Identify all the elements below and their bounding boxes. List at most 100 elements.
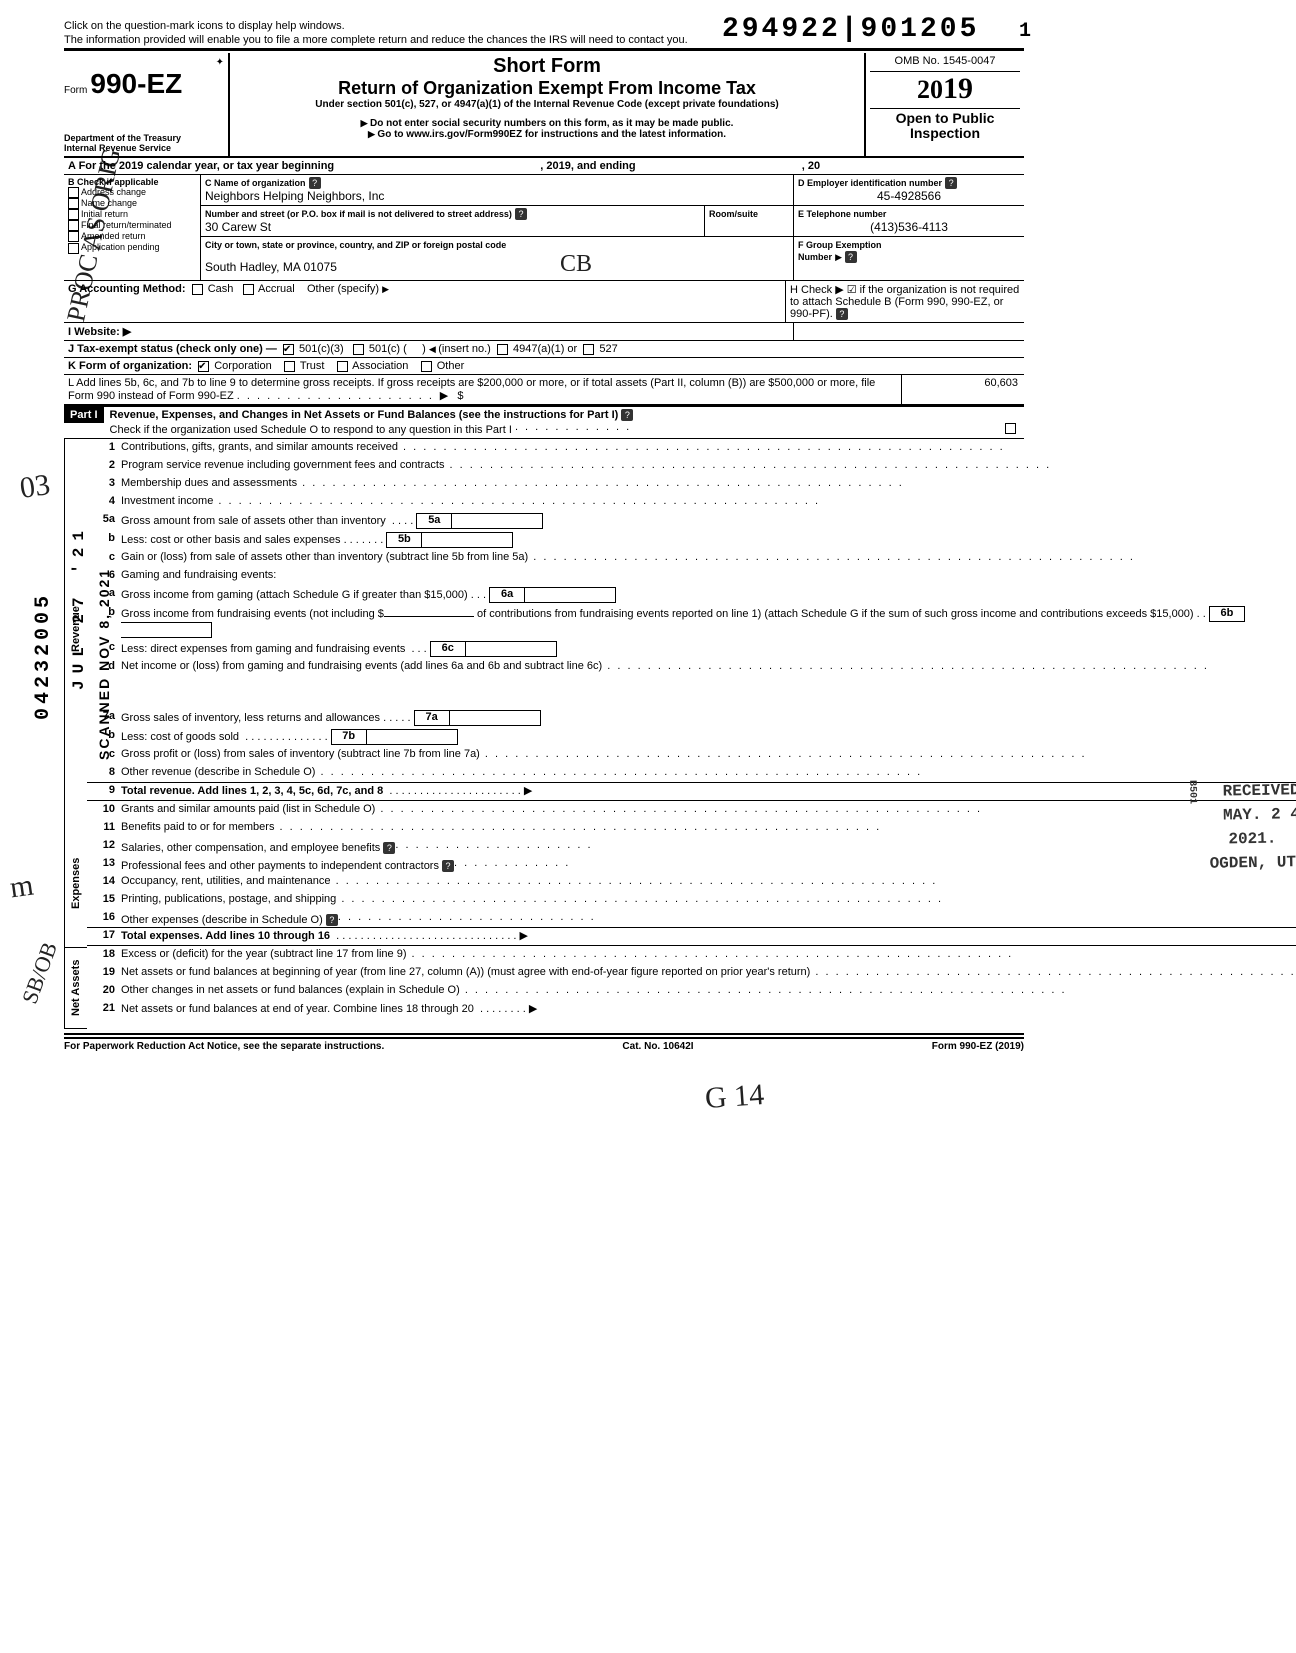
checkbox-application-pending[interactable] (68, 243, 79, 254)
box-h-text: H Check ▶ ☑ if the organization is not r… (790, 284, 1019, 320)
help-icon[interactable] (442, 860, 454, 872)
part-i-title: Revenue, Expenses, and Changes in Net As… (110, 409, 619, 421)
checkbox-accrual[interactable] (243, 284, 254, 295)
line-1: Contributions, gifts, grants, and simila… (121, 441, 1296, 453)
received-ogden-stamp: B501 RECEIVED MAY. 2 4 2021. OGDEN, UT (1184, 778, 1296, 876)
box-l-text: L Add lines 5b, 6c, and 7b to line 9 to … (68, 377, 875, 402)
line-18: Excess or (deficit) for the year (subtra… (121, 948, 1296, 960)
box-a-label: A For the 2019 calendar year, or tax yea… (68, 160, 334, 172)
part-i-heading: Part I (64, 407, 104, 423)
line-16: Other expenses (describe in Schedule O) (121, 911, 1296, 926)
instr-url: Go to www.irs.gov/Form990EZ for instruct… (377, 129, 726, 140)
handwriting-sig: SB/OB (17, 939, 63, 1008)
dln-number: 294922|901205 1 (722, 14, 1034, 45)
subtitle: Under section 501(c), 527, or 4947(a)(1)… (234, 99, 860, 110)
checkbox-final-return[interactable] (68, 220, 79, 231)
box-f-label: F Group Exemption (798, 240, 882, 250)
box-k-label: K Form of organization: (68, 360, 192, 372)
section-expenses-label: Expenses (64, 819, 87, 948)
handwriting-03: 03 (18, 468, 52, 506)
title-main: Return of Organization Exempt From Incom… (234, 78, 860, 99)
line-6b: Gross income from fundraising events (no… (121, 606, 1296, 638)
checkbox-initial-return[interactable] (68, 209, 79, 220)
checkbox-address-change[interactable] (68, 187, 79, 198)
checkbox-501c3[interactable] (283, 344, 294, 355)
line-6: Gaming and fundraising events: (121, 569, 1296, 581)
section-netassets-label: Net Assets (64, 948, 87, 1029)
footer-cat-no: Cat. No. 10642I (622, 1041, 693, 1052)
line-6a: Gross income from gaming (attach Schedul… (121, 587, 1296, 603)
help-icon[interactable] (845, 251, 857, 263)
checkbox-4947a1[interactable] (497, 344, 508, 355)
city-state-zip: South Hadley, MA 01075 (205, 260, 337, 274)
line-6c: Less: direct expenses from gaming and fu… (121, 641, 1296, 657)
footer-form: Form 990-EZ (2019) (932, 1041, 1024, 1052)
checkbox-other-org[interactable] (421, 361, 432, 372)
city-label: City or town, state or province, country… (205, 240, 506, 250)
instr-ssn: Do not enter social security numbers on … (370, 118, 733, 129)
line-19: Net assets or fund balances at beginning… (121, 966, 1296, 978)
line-13: Professional fees and other payments to … (121, 857, 1296, 872)
line-9: Total revenue. Add lines 1, 2, 3, 4, 5c,… (121, 784, 1296, 797)
ein: 45-4928566 (798, 189, 1020, 203)
footer-left: For Paperwork Reduction Act Notice, see … (64, 1041, 384, 1052)
checkbox-association[interactable] (337, 361, 348, 372)
line-4: Investment income (121, 495, 1296, 507)
line-5c: Gain or (loss) from sale of assets other… (121, 551, 1296, 563)
gross-receipts-amount: 60,603 (901, 375, 1024, 404)
tax-year: 2019 (870, 72, 1020, 109)
line-11: Benefits paid to or for members (121, 821, 1296, 833)
checkbox-name-change[interactable] (68, 198, 79, 209)
handwriting-cb: CB (560, 251, 592, 277)
line-2: Program service revenue including govern… (121, 459, 1296, 471)
line-5a: Gross amount from sale of assets other t… (121, 513, 1296, 529)
street-label: Number and street (or P.O. box if mail i… (205, 209, 512, 219)
help-icon[interactable] (621, 409, 633, 421)
help-icon[interactable] (326, 914, 338, 926)
checkbox-501c[interactable] (353, 344, 364, 355)
box-j-label: J Tax-exempt status (check only one) — (68, 343, 277, 355)
line-20: Other changes in net assets or fund bala… (121, 984, 1296, 996)
box-c-label: C Name of organization (205, 178, 306, 188)
line-7a: Gross sales of inventory, less returns a… (121, 710, 1296, 726)
line-15: Printing, publications, postage, and shi… (121, 893, 1296, 905)
line-7c: Gross profit or (loss) from sales of inv… (121, 748, 1296, 760)
line-12: Salaries, other compensation, and employ… (121, 839, 1296, 854)
line-17: Total expenses. Add lines 10 through 16 … (121, 929, 1296, 942)
box-e-label: E Telephone number (798, 209, 886, 219)
org-name: Neighbors Helping Neighbors, Inc (205, 189, 384, 203)
omb-number: OMB No. 1545-0047 (870, 55, 1020, 72)
help-icon[interactable] (945, 177, 957, 189)
checkbox-cash[interactable] (192, 284, 203, 295)
box-g-label: G Accounting Method: (68, 283, 186, 295)
line-7b: Less: cost of goods sold . . . . . . . .… (121, 729, 1296, 745)
section-revenue-label: Revenue (64, 439, 87, 819)
checkbox-schedule-o[interactable] (1005, 423, 1016, 434)
line-14: Occupancy, rent, utilities, and maintena… (121, 875, 1296, 887)
line-3: Membership dues and assessments (121, 477, 1296, 489)
checkbox-527[interactable] (583, 344, 594, 355)
box-b: B Check if applicable Address change Nam… (64, 175, 201, 280)
help-icon[interactable] (836, 308, 848, 320)
line-21: Net assets or fund balances at end of ye… (121, 1002, 1296, 1015)
box-d-label: D Employer identification number (798, 178, 942, 188)
street-address: 30 Carew St (205, 220, 271, 234)
line-8: Other revenue (describe in Schedule O) (121, 766, 1296, 778)
form-prefix: Form (64, 85, 87, 96)
open-to-public: Open to PublicInspection (870, 109, 1020, 142)
side-dln-stamp: 04232005 (32, 592, 55, 720)
handwriting-m: m (8, 869, 36, 906)
part-i-schedO: Check if the organization used Schedule … (110, 424, 512, 436)
dept-irs: Internal Revenue Service (64, 144, 224, 154)
help-icon[interactable] (383, 842, 395, 854)
room-suite-label: Room/suite (709, 209, 758, 219)
line-10: Grants and similar amounts paid (list in… (121, 803, 1296, 815)
box-a-mid: , 2019, and ending (540, 160, 635, 172)
checkbox-amended-return[interactable] (68, 231, 79, 242)
help-icon[interactable] (515, 208, 527, 220)
help-icon[interactable] (309, 177, 321, 189)
checkbox-trust[interactable] (284, 361, 295, 372)
checkbox-corporation[interactable] (198, 361, 209, 372)
line-5b: Less: cost or other basis and sales expe… (121, 532, 1296, 548)
telephone: (413)536-4113 (798, 220, 1020, 234)
